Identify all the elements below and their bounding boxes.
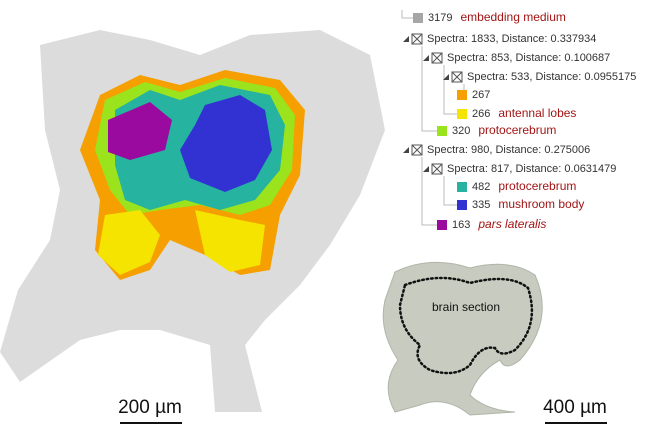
segmentation-map bbox=[0, 30, 385, 412]
cluster-text: Spectra: 980, Distance: 0.275006 bbox=[427, 144, 590, 156]
class-label: protocerebrum bbox=[478, 123, 556, 137]
swatch bbox=[457, 90, 467, 100]
class-label: embedding medium bbox=[460, 10, 565, 24]
cluster-text: Spectra: 853, Distance: 0.100687 bbox=[447, 52, 610, 64]
class-label: antennal lobes bbox=[498, 106, 576, 120]
swatch bbox=[457, 200, 467, 210]
swatch bbox=[457, 109, 467, 119]
count: 482 bbox=[472, 181, 490, 193]
count: 266 bbox=[472, 108, 490, 120]
scale-label: 200 µm bbox=[118, 397, 182, 418]
count: 335 bbox=[472, 199, 490, 211]
count: 320 bbox=[452, 125, 470, 137]
cluster-text: Spectra: 533, Distance: 0.0955175 bbox=[467, 71, 636, 83]
swatch bbox=[413, 13, 423, 23]
count: 3179 bbox=[428, 12, 452, 24]
expand-arrow bbox=[403, 36, 409, 42]
tree: 3179 embedding medium Spectra: 1833, Dista… bbox=[403, 10, 636, 231]
expand-arrow bbox=[423, 166, 429, 172]
expand-arrow bbox=[423, 55, 429, 61]
expand-arrow bbox=[403, 147, 409, 153]
swatch bbox=[457, 182, 467, 192]
class-label: mushroom body bbox=[498, 197, 584, 211]
cluster-text: Spectra: 1833, Distance: 0.337934 bbox=[427, 33, 596, 45]
figure: 3179 embedding medium Spectra: 1833, Dista… bbox=[0, 0, 645, 426]
scale-label: 400 µm bbox=[543, 397, 607, 418]
count: 267 bbox=[472, 89, 490, 101]
swatch bbox=[437, 220, 447, 230]
micrograph: brain section bbox=[372, 255, 552, 417]
swatch bbox=[437, 126, 447, 136]
cluster-text: Spectra: 817, Distance: 0.0631479 bbox=[447, 163, 616, 175]
class-label: pars lateralis bbox=[477, 217, 546, 231]
micrograph-label: brain section bbox=[432, 300, 500, 314]
class-label: protocerebrum bbox=[498, 179, 576, 193]
count: 163 bbox=[452, 219, 470, 231]
